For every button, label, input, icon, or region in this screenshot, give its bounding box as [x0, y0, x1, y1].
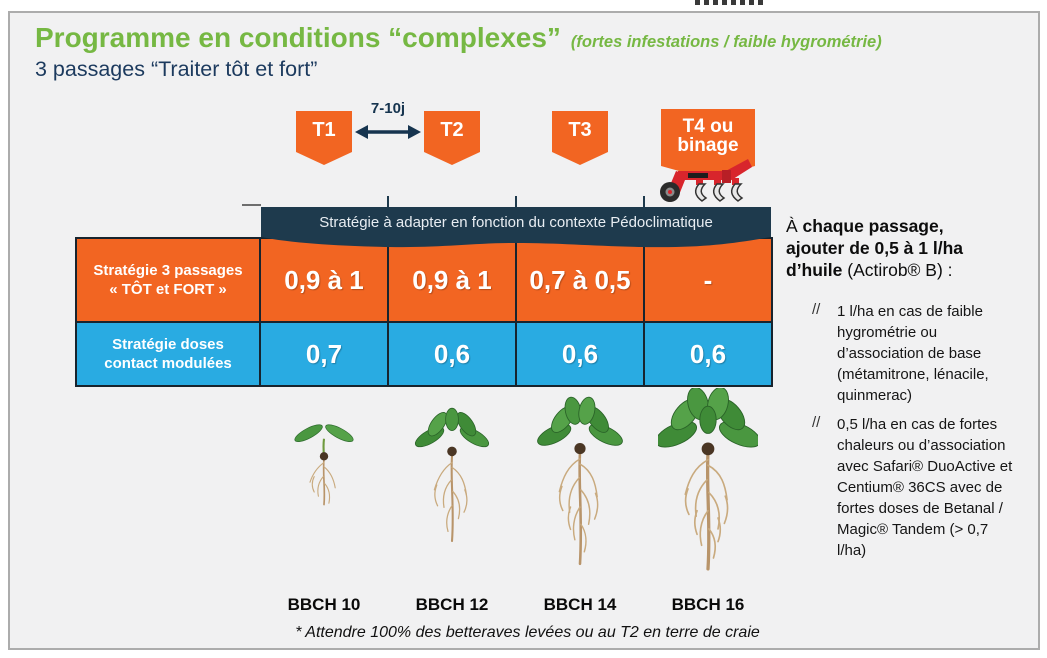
bullet-marker: // [812, 301, 821, 318]
double-arrow-icon [355, 125, 421, 139]
row1-label-line1: Stratégie 3 passages [93, 261, 243, 279]
bbch-label-14: BBCH 14 [543, 595, 617, 614]
row2-value-t4: 0,6 [645, 323, 771, 385]
row2-label-line2: contact modulées [104, 355, 232, 372]
bullet-text: 0,5 l/ha en cas de fortes chaleurs ou d’… [837, 416, 1013, 559]
timeline-marker-t3: T3 [552, 111, 608, 165]
strategy-table: Stratégie 3 passages « TÔT et FORT » 0,9… [75, 237, 773, 387]
header-band-shape [261, 207, 771, 248]
row1-label-cell: Stratégie 3 passages « TÔT et FORT » [77, 239, 259, 321]
column-tick [387, 196, 389, 208]
plant-stage-bbch16-image [658, 388, 758, 571]
table-header-label: Stratégie à adapter en fonction du conte… [319, 213, 713, 231]
side-panel-bullet-1: // 1 l/ha en cas de faible hygrométrie o… [812, 301, 1018, 406]
row1-value-t4: - [645, 239, 771, 321]
marker-label: T3 [568, 119, 592, 141]
row2-value-t2: 0,6 [389, 323, 515, 385]
timeline-marker-t1: T1 [296, 111, 352, 165]
bbch-label-12: BBCH 12 [415, 595, 489, 614]
row1-value-t1: 0,9 à 1 [261, 239, 387, 321]
column-tick [515, 196, 517, 208]
timeline-stub-line [242, 204, 261, 206]
bullet-text: 1 l/ha en cas de faible hygrométrie ou d… [837, 303, 989, 404]
page-title-text: Programme en conditions “complexes” [35, 22, 561, 53]
marker-label: T1 [312, 119, 336, 141]
marker-label: T2 [440, 119, 464, 141]
row1-label-line2: « TÔT et FORT » [109, 281, 227, 298]
plant-stage-bbch10-image [294, 424, 354, 506]
heading-bold: chaque passage, ajouter de 0,5 à 1 l/ha … [786, 216, 964, 281]
page-subtitle: 3 passages “Traiter tôt et fort” [35, 57, 318, 81]
footnote: * Attendre 100% des betteraves levées ou… [295, 624, 760, 641]
plant-stage-bbch12-image [414, 407, 490, 543]
heading-suffix: (Actirob® B) : [842, 260, 953, 281]
timeline-marker-t2: T2 [424, 111, 480, 165]
page-title-note: (fortes infestations / faible hygrométri… [570, 33, 882, 51]
table-header-band: Stratégie à adapter en fonction du conte… [261, 207, 771, 251]
row1-value-t3: 0,7 à 0,5 [517, 239, 643, 321]
hoe-implement-icon [660, 159, 752, 202]
bbch-label-16: BBCH 16 [671, 595, 745, 614]
page-title: Programme en conditions “complexes” (fort… [35, 22, 882, 54]
side-panel-bullet-2: // 0,5 l/ha en cas de fortes chaleurs ou… [812, 414, 1018, 561]
column-tick [643, 196, 645, 208]
row2-label-cell: Stratégie doses contact modulées [77, 323, 259, 385]
row2-label-line1: Stratégie doses [112, 335, 224, 353]
row1-value-t2: 0,9 à 1 [389, 239, 515, 321]
bullet-marker: // [812, 414, 821, 431]
row2-value-t3: 0,6 [517, 323, 643, 385]
row2-value-t1: 0,7 [261, 323, 387, 385]
side-panel-heading: À chaque passage, ajouter de 0,5 à 1 l/h… [786, 215, 1006, 282]
heading-prefix: À [786, 216, 803, 236]
plant-stage-bbch14-image [537, 396, 623, 566]
marker-label: T4 ou binage [677, 116, 739, 157]
bbch-label-10: BBCH 10 [287, 595, 361, 614]
clipped-text-fragment [695, 0, 763, 5]
interval-label: 7-10j [370, 100, 406, 117]
